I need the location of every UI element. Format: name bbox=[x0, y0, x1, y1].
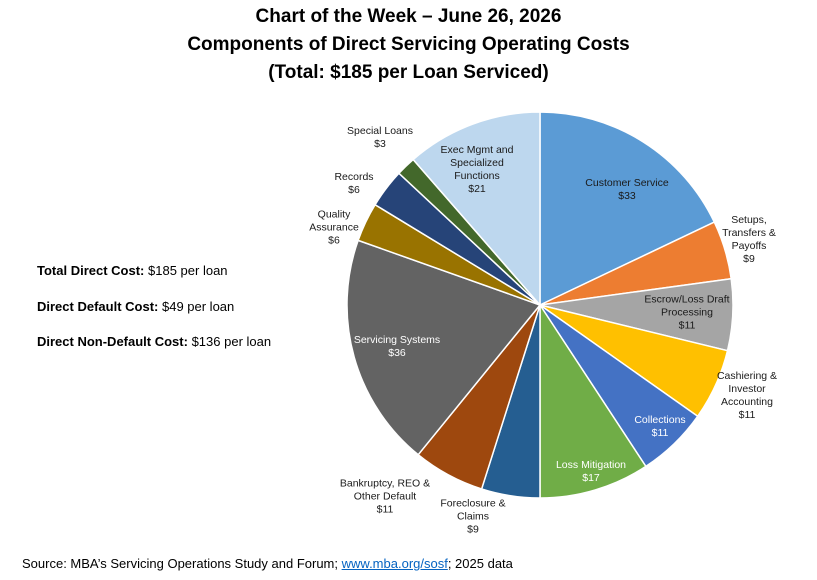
category-label: Bankruptcy, REO & Other Default bbox=[339, 477, 431, 503]
pie-slice bbox=[412, 111, 541, 308]
category-label: Collections bbox=[634, 414, 686, 426]
note-text: $136 per loan bbox=[191, 334, 272, 349]
pie-slice bbox=[539, 302, 647, 499]
value-label: $11 bbox=[678, 319, 696, 332]
note-label: Direct Non-Default Cost: bbox=[37, 334, 188, 349]
note-label: Direct Default Cost: bbox=[37, 299, 159, 314]
value-label: $17 bbox=[582, 472, 600, 484]
value-label: $6 bbox=[348, 184, 360, 196]
value-label: $9 bbox=[467, 523, 479, 536]
category-label: Loss Mitigation bbox=[555, 459, 627, 471]
category-label: Setups, Transfers & Payoffs bbox=[722, 214, 776, 252]
slice-label: Special Loans $3 bbox=[340, 125, 420, 151]
note-text: $49 per loan bbox=[161, 299, 235, 314]
category-label: Special Loans bbox=[347, 125, 413, 137]
category-label: Cashiering & Investor Accounting bbox=[716, 370, 778, 408]
chart-subtitle: Components of Direct Servicing Operating… bbox=[187, 34, 630, 55]
category-label: Escrow/Loss Draft Processing bbox=[644, 293, 730, 319]
value-label: $11 bbox=[651, 427, 669, 439]
slice-label: Servicing Systems $36 bbox=[342, 334, 452, 360]
value-label: $33 bbox=[618, 190, 636, 202]
slice-label: Records $6 bbox=[324, 171, 384, 197]
slice-label: Escrow/Loss Draft Processing $11 bbox=[632, 294, 742, 333]
value-label: $3 bbox=[374, 138, 386, 150]
category-label: Servicing Systems bbox=[353, 334, 441, 346]
source-suffix: ; 2025 data bbox=[447, 556, 513, 571]
slice-label: Setups, Transfers & Payoffs $9 bbox=[714, 214, 784, 266]
slice-label: Loss Mitigation $17 bbox=[546, 459, 636, 485]
slice-label: Quality Assurance $6 bbox=[304, 209, 364, 248]
slice-label: Foreclosure & Claims $9 bbox=[433, 498, 513, 537]
slice-label: Bankruptcy, REO & Other Default $11 bbox=[335, 478, 435, 517]
source-prefix: Source: MBA’s Servicing Operations Study… bbox=[22, 556, 338, 571]
slice-label: Customer Service $33 bbox=[572, 177, 682, 203]
category-label: Quality Assurance bbox=[309, 208, 359, 234]
category-label: Customer Service bbox=[585, 177, 669, 189]
note-text: $185 per loan bbox=[148, 263, 228, 278]
slice-label: Cashiering & Investor Accounting $11 bbox=[707, 370, 787, 422]
note: Total Direct Cost: $185 per loan bbox=[37, 263, 228, 278]
total-note: (Total: $185 per Loan Serviced) bbox=[268, 62, 549, 83]
category-label: Foreclosure & Claims bbox=[440, 497, 506, 523]
category-label: Records bbox=[334, 171, 374, 183]
value-label: $9 bbox=[743, 253, 755, 265]
note-label: Total Direct Cost: bbox=[37, 263, 145, 278]
chart-title: Chart of the Week – June 26, 2026 bbox=[255, 6, 562, 27]
value-label: $6 bbox=[328, 234, 340, 247]
category-label: Exec Mgmt and Specialized Functions bbox=[440, 144, 514, 182]
value-label: $11 bbox=[738, 409, 756, 421]
note: Direct Default Cost: $49 per loan bbox=[37, 299, 234, 314]
value-label: $21 bbox=[468, 183, 486, 195]
slice-label: Exec Mgmt and Specialized Functions $21 bbox=[432, 144, 522, 196]
slice-label: Collections $11 bbox=[620, 414, 700, 440]
value-label: $36 bbox=[388, 347, 406, 359]
source: Source: MBA’s Servicing Operations Study… bbox=[22, 556, 513, 571]
source-link[interactable]: www.mba.org/sosf bbox=[341, 556, 448, 571]
note: Direct Non-Default Cost: $136 per loan bbox=[37, 334, 271, 349]
pie-slice bbox=[539, 111, 716, 307]
value-label: $11 bbox=[376, 503, 394, 516]
pie-slice bbox=[346, 239, 542, 456]
